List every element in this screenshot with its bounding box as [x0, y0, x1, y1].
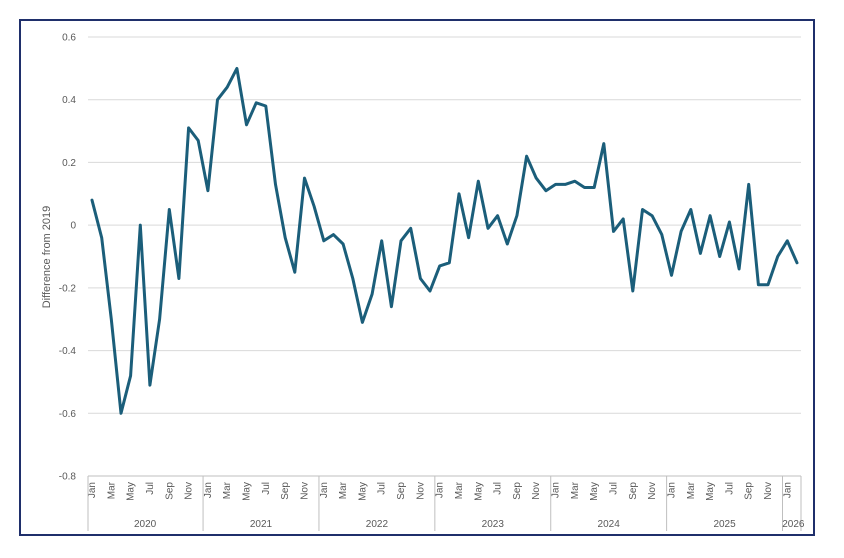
- x-tick-label: Sep: [628, 482, 639, 500]
- y-tick-label: 0.2: [62, 158, 76, 169]
- y-tick-label: 0: [70, 221, 76, 232]
- chart-frame: [19, 19, 815, 536]
- year-label: 2026: [782, 519, 805, 530]
- x-tick-label: Jul: [145, 482, 156, 495]
- x-tick-label: Jan: [551, 482, 562, 498]
- x-tick-label: Mar: [106, 481, 117, 499]
- x-tick-label: Jul: [724, 482, 735, 495]
- x-tick-label: May: [589, 482, 600, 501]
- year-label: 2021: [250, 519, 273, 530]
- y-tick-label: -0.4: [59, 346, 77, 357]
- year-label: 2022: [366, 519, 389, 530]
- year-label: 2023: [482, 519, 505, 530]
- y-axis-label: Difference from 2019: [41, 206, 53, 309]
- x-tick-label: Mar: [338, 481, 349, 499]
- x-tick-label: Nov: [415, 482, 426, 500]
- series-line: [90, 66, 799, 415]
- x-tick-label: Jan: [782, 482, 793, 498]
- x-tick-label: May: [705, 482, 716, 501]
- x-tick-label: Jan: [203, 482, 214, 498]
- x-axis: Jan Mar May Jul Sep Nov Jan Mar May Jul Sep Nov Jan M…: [87, 475, 805, 531]
- year-label: 2020: [134, 519, 157, 530]
- x-tick-label: May: [357, 482, 368, 501]
- x-tick-label: Jan: [435, 482, 446, 498]
- year-label: 2024: [598, 519, 621, 530]
- x-tick-label: May: [242, 482, 253, 501]
- x-tick-label: Jul: [377, 482, 388, 495]
- x-tick-label: Sep: [512, 482, 523, 500]
- x-tick-label: Nov: [184, 482, 195, 500]
- x-tick-label: Mar: [222, 481, 233, 499]
- x-tick-label: May: [126, 482, 137, 501]
- y-tick-label: -0.2: [59, 283, 77, 294]
- y-tick-label: 0.6: [62, 33, 76, 44]
- x-tick-label: May: [473, 482, 484, 501]
- x-tick-label: Jul: [493, 482, 504, 495]
- x-tick-label: Jan: [666, 482, 677, 498]
- x-tick-label: Sep: [744, 482, 755, 500]
- x-tick-label: Nov: [299, 482, 310, 500]
- x-tick-label: Nov: [531, 482, 542, 500]
- y-tick-label: -0.6: [59, 409, 77, 420]
- x-tick-label: Mar: [454, 481, 465, 499]
- gridlines: [88, 36, 801, 477]
- x-tick-label: Sep: [396, 482, 407, 500]
- x-tick-label: Mar: [686, 481, 697, 499]
- x-tick-label: Nov: [647, 482, 658, 500]
- x-tick-label: Jul: [261, 482, 272, 495]
- x-tick-label: Jan: [319, 482, 330, 498]
- x-tick-label: Nov: [763, 482, 774, 500]
- y-axis-ticks: 0.6 0.4 0.2 0 -0.2 -0.4 -0.6 -0.8: [59, 33, 77, 483]
- x-tick-label: Sep: [280, 482, 291, 500]
- x-tick-label: Mar: [570, 481, 581, 499]
- x-tick-label: Jan: [87, 482, 98, 498]
- year-label: 2025: [713, 519, 736, 530]
- x-tick-label: Sep: [164, 482, 175, 500]
- y-tick-label: -0.8: [59, 472, 77, 483]
- x-tick-label: Jul: [609, 482, 620, 495]
- y-tick-label: 0.4: [62, 95, 76, 106]
